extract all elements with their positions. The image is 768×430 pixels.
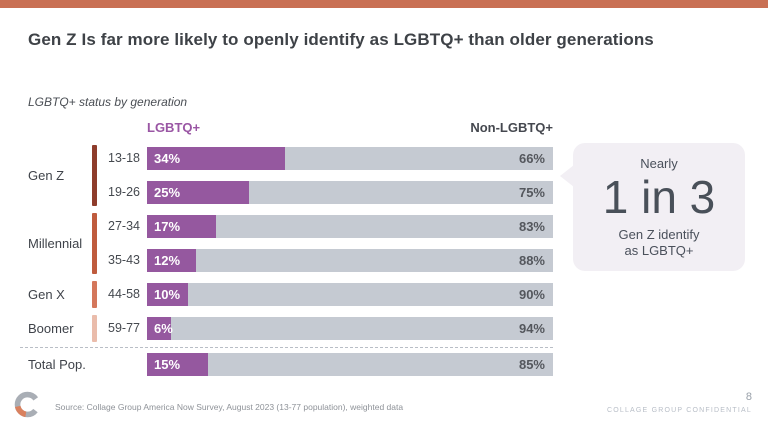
lgbtq-bar-segment: 10% (147, 283, 188, 306)
non-lgbtq-value-label: 90% (518, 287, 545, 302)
stacked-bar-row: 15% 85% (147, 353, 553, 376)
age-range-label: 44-58 (108, 287, 140, 301)
callout-stat: 1 in 3 (602, 171, 716, 223)
age-range-label: 59-77 (108, 321, 140, 335)
non-lgbtq-value-label: 85% (518, 357, 545, 372)
confidential-label: COLLAGE GROUP CONFIDENTIAL (606, 407, 752, 414)
accent-top-strip (0, 0, 768, 8)
callout-caption-line1: Gen Z identify (618, 226, 700, 242)
page-title: Gen Z Is far more likely to openly ident… (28, 30, 654, 49)
age-range-label: 35-43 (108, 253, 140, 267)
age-range-label: 27-34 (108, 219, 140, 233)
stacked-bar-row: 17% 83% (147, 215, 553, 238)
column-headers: LGBTQ+ Non-LGBTQ+ (147, 120, 553, 135)
generation-label: Millennial (28, 235, 83, 251)
total-pop-label: Total Pop. (28, 357, 86, 372)
stacked-bar-row: 25% 75% (147, 181, 553, 204)
non-lgbtq-column-header: Non-LGBTQ+ (470, 120, 553, 135)
non-lgbtq-value-label: 88% (518, 253, 545, 268)
age-range-label: 19-26 (108, 185, 140, 199)
stacked-bar-row: 34% 66% (147, 147, 553, 170)
non-lgbtq-value-label: 83% (518, 219, 545, 234)
total-row-separator (20, 347, 553, 348)
generation-strip (92, 213, 97, 274)
lgbtq-bar-segment: 34% (147, 147, 285, 170)
callout-caption-line2: as LGBTQ+ (624, 243, 694, 259)
lgbtq-bar-segment: 12% (147, 249, 196, 272)
source-note: Source: Collage Group America Now Survey… (55, 402, 404, 412)
lgbtq-bar-segment: 17% (147, 215, 216, 238)
generation-strip (92, 315, 97, 342)
generation-label: Gen Z (28, 167, 65, 183)
page-number: 8 (745, 391, 752, 403)
generation-strip (92, 145, 97, 206)
collage-group-logo-icon (13, 390, 42, 424)
lgbtq-bar-segment: 15% (147, 353, 208, 376)
callout-caption: Gen Z identify as LGBTQ+ (619, 227, 700, 261)
stacked-bar-row: 12% 88% (147, 249, 553, 272)
non-lgbtq-value-label: 94% (518, 321, 545, 336)
callout-tail (560, 165, 574, 187)
generation-label: Boomer (28, 320, 74, 336)
age-range-label: 13-18 (108, 151, 140, 165)
stacked-bar-row: 6% 94% (147, 317, 553, 340)
callout-bubble: Nearly 1 in 3 Gen Z identify as LGBTQ+ (560, 143, 745, 271)
non-lgbtq-value-label: 66% (518, 151, 545, 166)
stacked-bar-row: 10% 90% (147, 283, 553, 306)
lgbtq-bar-segment: 6% (147, 317, 173, 340)
generation-strip (92, 281, 97, 308)
non-lgbtq-value-label: 75% (518, 185, 545, 200)
lgbtq-bar-segment: 25% (147, 181, 249, 204)
lgbtq-column-header: LGBTQ+ (147, 120, 201, 135)
chart-subtitle: LGBTQ+ status by generation (28, 95, 188, 109)
callout-intro: Nearly (640, 156, 678, 171)
generation-label: Gen X (28, 286, 65, 302)
